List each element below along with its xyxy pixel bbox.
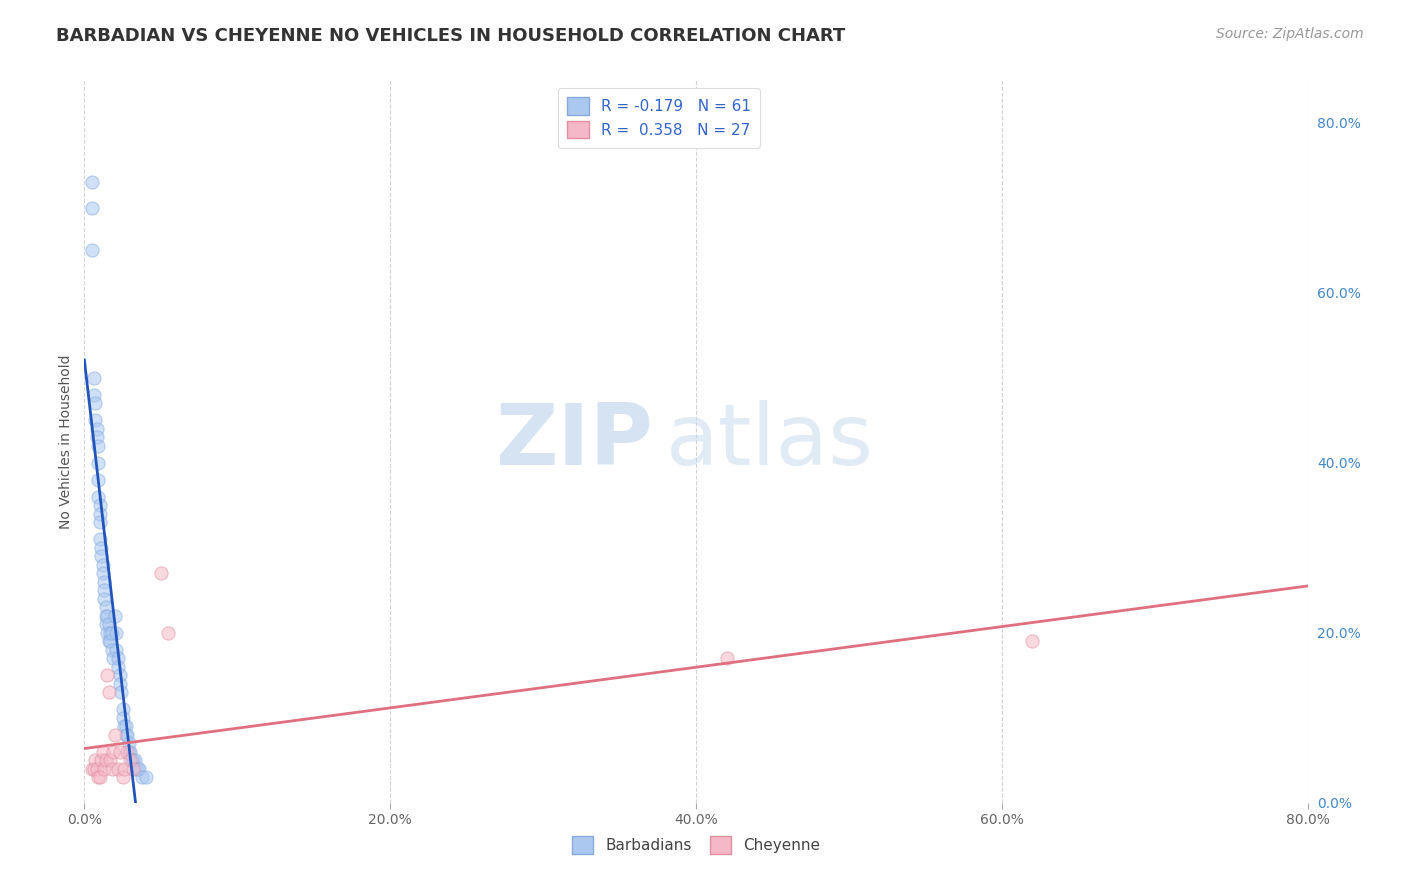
Point [90, 549, 112, 564]
Point [120, 745, 142, 759]
Point [89, 498, 111, 512]
Text: ZIP: ZIP [495, 400, 654, 483]
Text: Source: ZipAtlas.com: Source: ZipAtlas.com [1216, 27, 1364, 41]
Point [83, 388, 105, 402]
Point [86, 430, 108, 444]
Point [96, 625, 118, 640]
Point [87, 439, 110, 453]
Point [107, 651, 129, 665]
Point [101, 625, 124, 640]
Point [87, 456, 110, 470]
Point [128, 762, 150, 776]
Point [101, 642, 124, 657]
Point [96, 608, 118, 623]
Point [122, 753, 145, 767]
Point [112, 762, 135, 776]
Point [107, 660, 129, 674]
Point [108, 745, 131, 759]
Point [107, 762, 129, 776]
Point [86, 762, 108, 776]
Point [83, 762, 105, 776]
Point [120, 753, 142, 767]
Point [93, 591, 115, 606]
Point [115, 745, 138, 759]
Point [89, 770, 111, 784]
Legend: Barbadians, Cheyenne: Barbadians, Cheyenne [565, 830, 827, 860]
Point [90, 541, 112, 555]
Point [131, 770, 153, 784]
Point [111, 711, 134, 725]
Point [93, 583, 115, 598]
Point [105, 625, 128, 640]
Point [112, 719, 135, 733]
Point [111, 770, 134, 784]
Point [93, 574, 115, 589]
Point [114, 728, 136, 742]
Point [84, 753, 107, 767]
Point [94, 617, 117, 632]
Point [83, 371, 105, 385]
Point [80, 244, 103, 258]
Point [149, 566, 172, 581]
Point [115, 728, 138, 742]
Text: atlas: atlas [665, 400, 873, 483]
Point [108, 677, 131, 691]
Point [94, 600, 117, 615]
Point [103, 745, 125, 759]
Point [125, 762, 148, 776]
Point [80, 201, 103, 215]
Point [98, 753, 121, 767]
Point [91, 558, 114, 572]
Point [89, 507, 111, 521]
Point [94, 753, 117, 767]
Point [89, 533, 111, 547]
Point [84, 396, 107, 410]
Point [84, 413, 107, 427]
Point [98, 625, 121, 640]
Text: BARBADIAN VS CHEYENNE NO VEHICLES IN HOUSEHOLD CORRELATION CHART: BARBADIAN VS CHEYENNE NO VEHICLES IN HOU… [56, 27, 845, 45]
Point [96, 668, 118, 682]
Point [135, 770, 157, 784]
Point [104, 728, 127, 742]
Point [97, 634, 120, 648]
Point [89, 516, 111, 530]
Point [110, 685, 132, 699]
Y-axis label: No Vehicles in Household: No Vehicles in Household [59, 354, 73, 529]
Point [121, 753, 143, 767]
Point [118, 736, 141, 750]
Point [98, 634, 121, 648]
Point [94, 608, 117, 623]
Point [87, 770, 110, 784]
Point [80, 175, 103, 189]
Point [114, 719, 136, 733]
Point [101, 762, 124, 776]
Point [93, 762, 115, 776]
Point [105, 642, 128, 657]
Point [124, 753, 146, 767]
Point [1021, 634, 1043, 648]
Point [97, 685, 120, 699]
Point [87, 473, 110, 487]
Point [97, 617, 120, 632]
Point [716, 651, 738, 665]
Point [108, 668, 131, 682]
Point [91, 566, 114, 581]
Point [86, 422, 108, 436]
Point [111, 702, 134, 716]
Point [91, 745, 114, 759]
Point [104, 608, 127, 623]
Point [87, 490, 110, 504]
Point [118, 745, 141, 759]
Point [103, 651, 125, 665]
Point [122, 762, 145, 776]
Point [127, 762, 149, 776]
Point [157, 625, 180, 640]
Point [90, 753, 112, 767]
Point [80, 762, 103, 776]
